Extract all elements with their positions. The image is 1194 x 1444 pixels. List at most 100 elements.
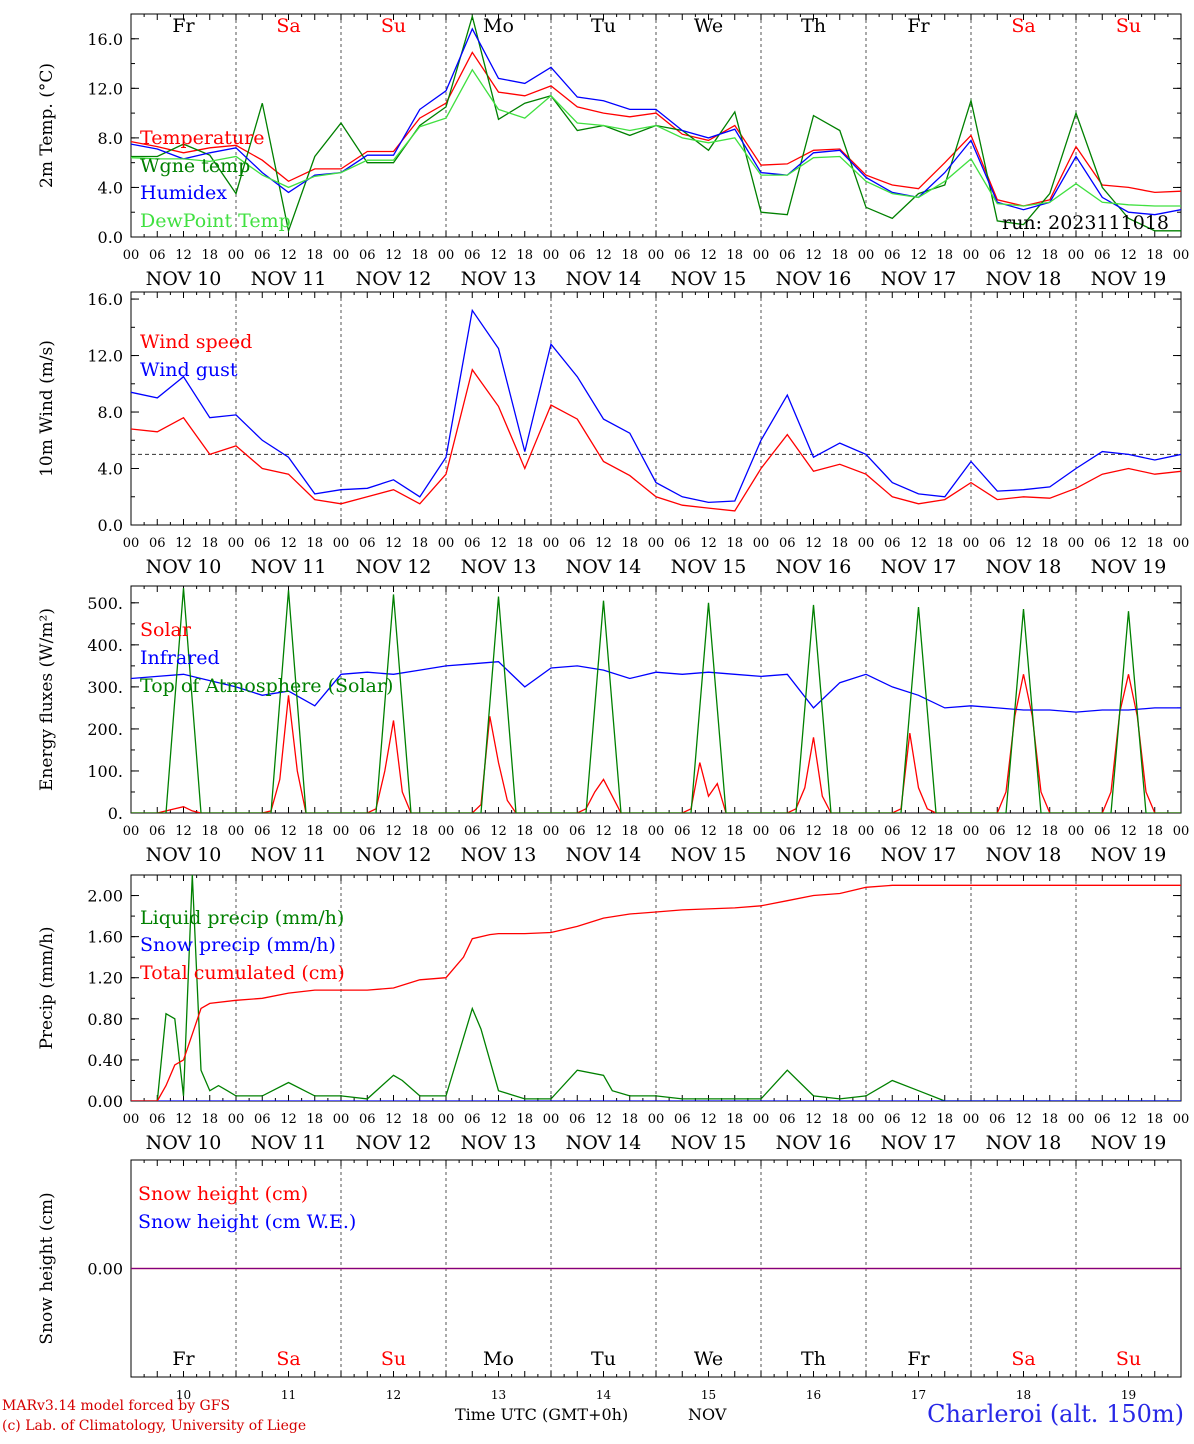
hour-tick-label: 12	[595, 1112, 612, 1127]
hour-tick-label: 06	[149, 536, 166, 551]
hour-tick-label: 06	[779, 248, 796, 263]
day-label: NOV 18	[986, 556, 1062, 578]
hour-tick-label: 06	[989, 1112, 1006, 1127]
hour-tick-label: 18	[726, 1112, 743, 1127]
hour-tick-label: 06	[359, 1112, 376, 1127]
day-label: NOV 11	[251, 556, 327, 578]
hour-tick-label: 12	[175, 248, 192, 263]
hour-tick-label: 12	[175, 824, 192, 839]
weekday-label: Mo	[483, 1348, 514, 1370]
hour-tick-label: 00	[1068, 248, 1085, 263]
hour-tick-label: 00	[438, 1112, 455, 1127]
y-tick-label: 100.	[87, 762, 123, 781]
hour-tick-label: 18	[936, 824, 953, 839]
day-number-label: 15	[701, 1388, 716, 1402]
day-label: NOV 16	[776, 844, 852, 866]
hour-tick-label: 18	[201, 1112, 218, 1127]
hour-tick-label: 06	[884, 1112, 901, 1127]
day-number-label: 13	[491, 1388, 506, 1402]
hour-tick-label: 12	[1015, 1112, 1032, 1127]
y-axis-title: 10m Wind (m/s)	[37, 340, 57, 477]
hour-tick-label: 00	[963, 824, 980, 839]
hour-tick-label: 12	[280, 536, 297, 551]
day-label: NOV 12	[356, 844, 432, 866]
day-label: NOV 13	[461, 1132, 537, 1154]
day-label: NOV 14	[566, 844, 642, 866]
hour-tick-label: 00	[858, 248, 875, 263]
y-tick-label: 0.40	[87, 1051, 123, 1070]
hour-tick-label: 18	[306, 536, 323, 551]
weekday-label: Fr	[172, 15, 195, 37]
hour-tick-label: 18	[726, 536, 743, 551]
hour-tick-label: 18	[1041, 1112, 1058, 1127]
hour-tick-label: 18	[411, 824, 428, 839]
hour-tick-label: 12	[385, 248, 402, 263]
y-tick-label: 200.	[87, 720, 123, 739]
hour-tick-label: 00	[963, 248, 980, 263]
hour-tick-label: 18	[516, 824, 533, 839]
day-label: NOV 10	[146, 844, 222, 866]
hour-tick-label: 18	[306, 248, 323, 263]
hour-tick-label: 00	[333, 824, 350, 839]
day-label: NOV 11	[251, 268, 327, 290]
series-line-dewpoint-temp	[131, 68, 1181, 207]
hour-tick-label: 06	[674, 1112, 691, 1127]
y-tick-label: 12.0	[87, 347, 123, 366]
hour-tick-label: 06	[1094, 536, 1111, 551]
hour-tick-label: 12	[595, 248, 612, 263]
legend-entry: DewPoint Temp	[140, 210, 291, 232]
day-label: NOV 17	[881, 844, 957, 866]
hour-tick-label: 12	[1015, 824, 1032, 839]
day-label: NOV 13	[461, 556, 537, 578]
hour-tick-label: 12	[385, 536, 402, 551]
day-label: NOV 10	[146, 1132, 222, 1154]
legend-entry: Snow height (cm)	[138, 1183, 308, 1205]
day-label: NOV 13	[461, 268, 537, 290]
hour-tick-label: 18	[1041, 248, 1058, 263]
hour-tick-label: 06	[569, 248, 586, 263]
hour-tick-label: 00	[648, 824, 665, 839]
hour-tick-label: 06	[674, 824, 691, 839]
hour-tick-label: 12	[805, 536, 822, 551]
hour-tick-label: 06	[779, 1112, 796, 1127]
hour-tick-label: 00	[1173, 536, 1190, 551]
day-label: NOV 15	[671, 1132, 747, 1154]
hour-tick-label: 12	[805, 248, 822, 263]
weekday-label: We	[694, 15, 723, 37]
hour-tick-label: 06	[674, 248, 691, 263]
day-label: NOV 12	[356, 268, 432, 290]
legend-entry: Liquid precip (mm/h)	[140, 907, 344, 929]
day-number-label: 12	[386, 1388, 401, 1402]
hour-tick-label: 18	[306, 1112, 323, 1127]
y-tick-label: 2.00	[87, 887, 123, 906]
hour-tick-label: 00	[438, 824, 455, 839]
day-number-label: 11	[281, 1388, 296, 1402]
weekday-label: We	[694, 1348, 723, 1370]
legend-entry: Wgne temp	[140, 155, 250, 177]
y-axis-title: Snow height (cm)	[37, 1192, 57, 1344]
hour-tick-label: 06	[359, 824, 376, 839]
legend-entry: Total cumulated (cm)	[140, 962, 345, 984]
y-tick-label: 16.0	[87, 290, 123, 309]
hour-tick-label: 00	[333, 248, 350, 263]
y-tick-label: 4.0	[98, 178, 123, 197]
day-label: NOV 11	[251, 844, 327, 866]
hour-tick-label: 12	[910, 824, 927, 839]
y-tick-label: 0.	[108, 804, 123, 823]
hour-tick-label: 12	[1120, 248, 1137, 263]
legend-entry: Wind speed	[140, 331, 252, 353]
hour-tick-label: 18	[201, 248, 218, 263]
y-tick-label: 16.0	[87, 30, 123, 49]
hour-tick-label: 18	[726, 248, 743, 263]
hour-tick-label: 18	[411, 248, 428, 263]
weekday-label: Fr	[907, 1348, 930, 1370]
panel-5: 0.00 Snow height (cm) Snow height (cm) Snow…	[37, 1159, 1182, 1402]
y-tick-label: 1.20	[87, 969, 123, 988]
hour-tick-label: 00	[123, 1112, 140, 1127]
hour-tick-label: 12	[595, 824, 612, 839]
hour-tick-label: 12	[1120, 536, 1137, 551]
y-tick-label: 8.0	[98, 129, 123, 148]
hour-tick-label: 18	[726, 824, 743, 839]
weekday-label: Fr	[172, 1348, 195, 1370]
